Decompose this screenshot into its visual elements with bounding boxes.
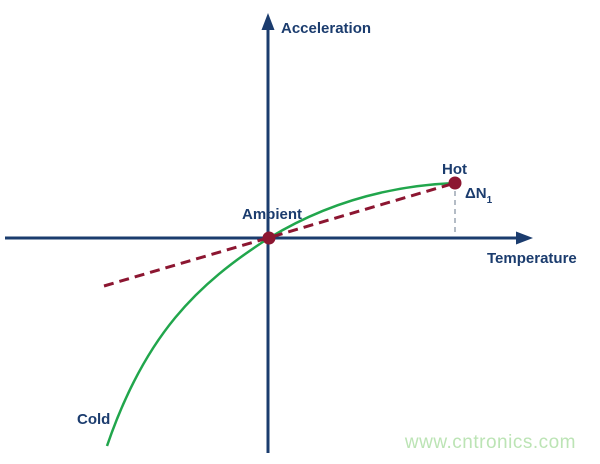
x-axis-label: Temperature <box>487 250 577 267</box>
linear-approximation-line <box>103 181 456 288</box>
y-axis-arrowhead-icon <box>261 13 275 30</box>
x-axis-arrowhead-icon <box>516 231 533 245</box>
hot-label: Hot <box>442 161 467 178</box>
ambient-label: Ambient <box>242 206 302 223</box>
delta-n1-label: ΔN1 <box>465 185 493 206</box>
cold-label: Cold <box>77 411 110 428</box>
delta-n1-main: ΔN <box>465 185 487 202</box>
hot-point-marker <box>448 176 462 190</box>
watermark: www.cntronics.com <box>404 432 576 453</box>
y-axis-label: Acceleration <box>281 20 371 37</box>
ambient-point-marker <box>262 231 276 245</box>
delta-n1-subscript: 1 <box>487 195 493 206</box>
